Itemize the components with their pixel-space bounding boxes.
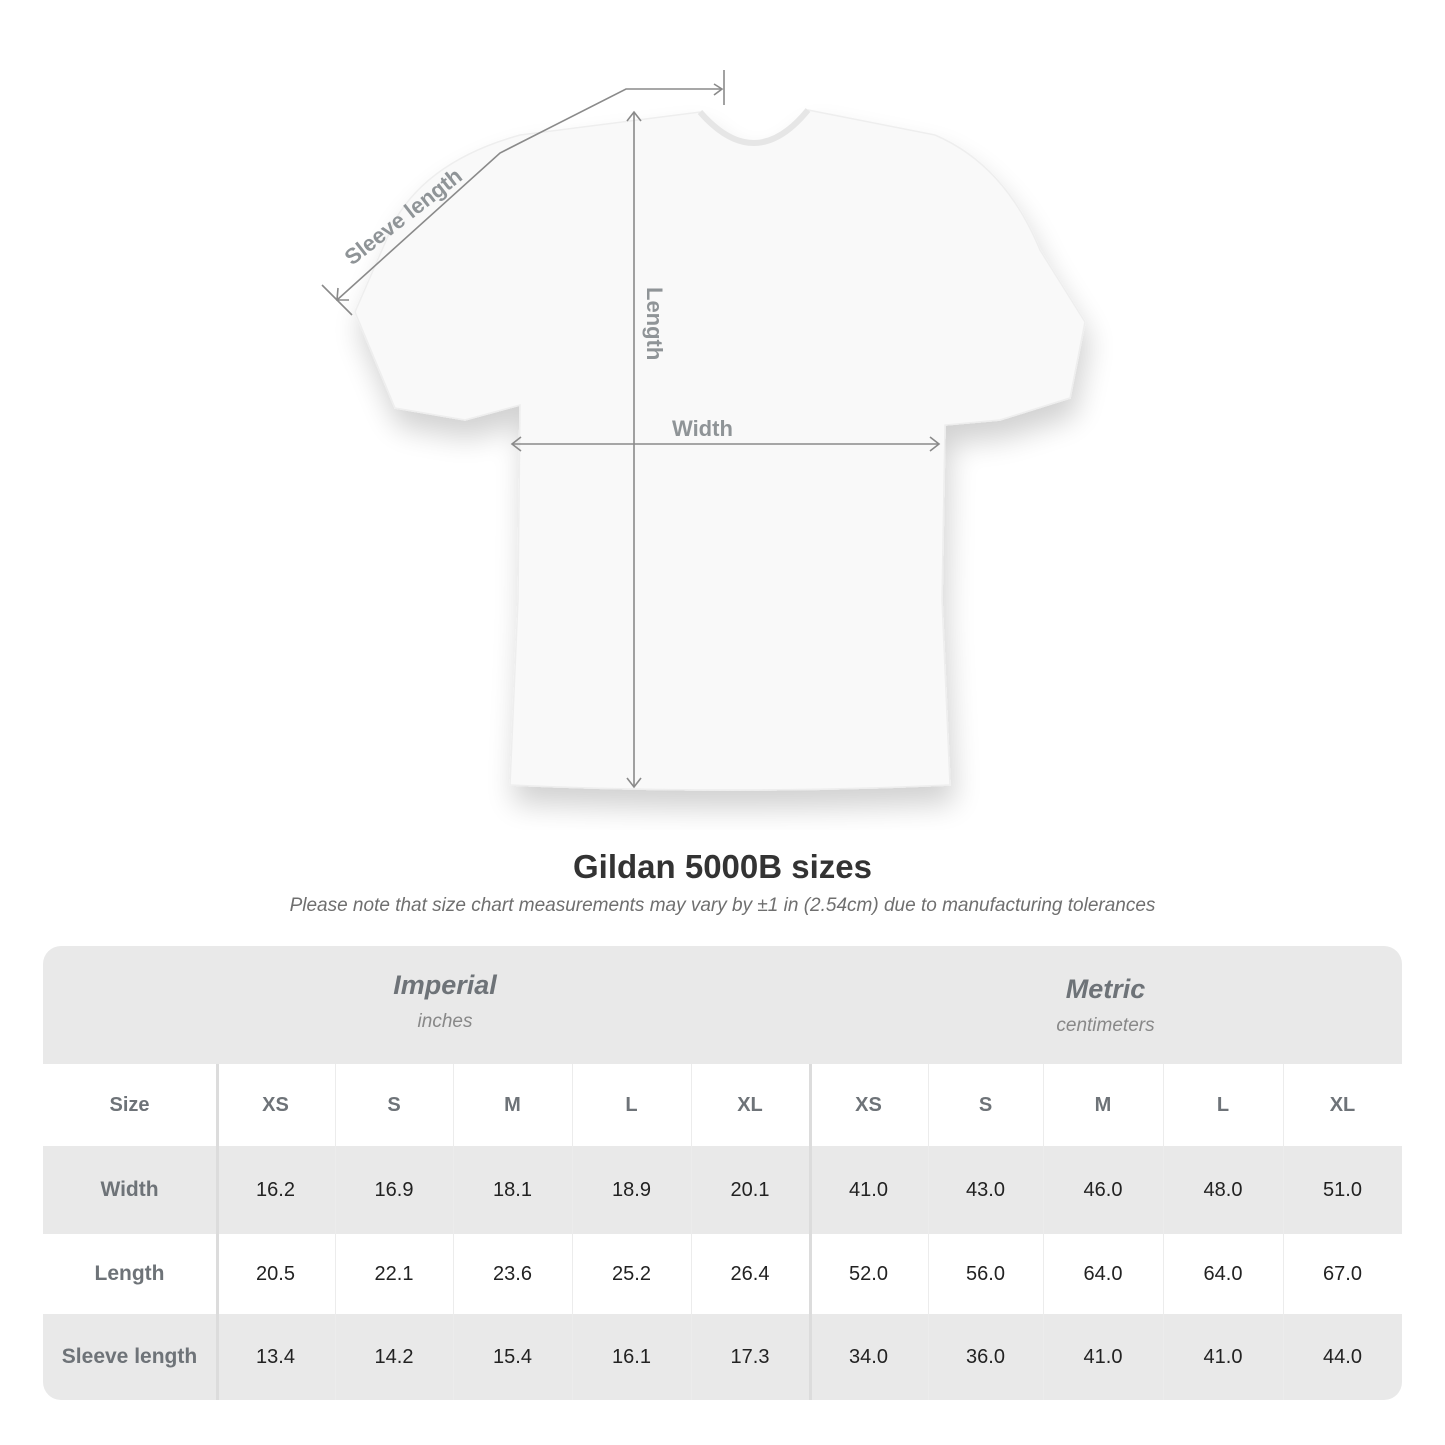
size-header: Size <box>109 1093 150 1116</box>
row-label: Width <box>100 1178 159 1201</box>
table-cell-imperial: 16.9 <box>374 1178 414 1201</box>
column-divider <box>453 1064 454 1400</box>
imperial-unit: inches <box>417 1011 473 1032</box>
column-divider <box>809 1064 812 1400</box>
table-cell-imperial: 14.2 <box>374 1345 414 1368</box>
measurement-lines <box>321 70 941 789</box>
table-cell-imperial: 20.5 <box>256 1262 295 1285</box>
table-cell-imperial: 25.2 <box>612 1262 651 1285</box>
header-band <box>43 946 1402 1064</box>
table-cell-imperial: 16.2 <box>256 1178 295 1201</box>
metric-size-l: L <box>1216 1093 1230 1116</box>
table-cell-imperial: 15.4 <box>493 1345 532 1368</box>
table-cell-metric: 43.0 <box>966 1178 1005 1201</box>
column-divider <box>1043 1064 1044 1400</box>
table-cell-imperial: 17.3 <box>730 1345 770 1368</box>
table-cell-imperial: 18.9 <box>612 1178 651 1201</box>
table-cell-imperial: 18.1 <box>493 1178 532 1201</box>
table-cell-metric: 34.0 <box>849 1345 888 1368</box>
imperial-header: Imperial inches <box>216 970 674 1033</box>
metric-unit: centimeters <box>1056 1015 1155 1036</box>
table-cell-metric: 52.0 <box>849 1262 888 1285</box>
table-cell-metric: 46.0 <box>1083 1178 1123 1201</box>
row-label: Length <box>94 1262 165 1285</box>
collar <box>697 108 811 146</box>
column-divider <box>1283 1064 1284 1400</box>
imperial-size-l: L <box>625 1093 638 1116</box>
table-cell-imperial: 22.1 <box>374 1262 414 1285</box>
imperial-size-xs: XS <box>262 1093 289 1116</box>
column-divider <box>928 1064 929 1400</box>
imperial-size-s: S <box>387 1093 401 1116</box>
metric-title: Metric <box>1065 974 1146 1004</box>
tolerance-note: Please note that size chart measurements… <box>289 895 1156 916</box>
table-cell-imperial: 23.6 <box>493 1262 532 1285</box>
size-table: Imperial inches Metric centimeters Size X… <box>43 946 1402 1400</box>
table-cell-imperial: 13.4 <box>256 1345 295 1368</box>
tshirt-measurement-diagram: Sleeve length Length Width <box>321 70 1086 791</box>
tshirt-image <box>354 109 1086 791</box>
table-cell-metric: 48.0 <box>1203 1178 1243 1201</box>
row-band-width <box>43 1146 1402 1234</box>
table-cell-metric: 64.0 <box>1203 1262 1243 1285</box>
column-divider <box>1163 1064 1164 1400</box>
table-cell-metric: 64.0 <box>1083 1262 1123 1285</box>
metric-size-xs: XS <box>855 1093 882 1116</box>
table-cell-metric: 36.0 <box>966 1345 1005 1368</box>
row-label: Sleeve length <box>61 1345 198 1368</box>
chart-title: Gildan 5000B sizes <box>573 848 872 885</box>
table-cell-metric: 41.0 <box>1083 1345 1123 1368</box>
table-cell-metric: 44.0 <box>1323 1345 1362 1368</box>
table-cell-metric: 51.0 <box>1323 1178 1362 1201</box>
column-divider <box>216 1064 219 1400</box>
width-label: Width <box>672 416 733 441</box>
metric-header: Metric centimeters <box>809 974 1402 1037</box>
table-cell-imperial: 20.1 <box>730 1178 770 1201</box>
metric-size-xl: XL <box>1329 1093 1356 1116</box>
table-cell-metric: 41.0 <box>1203 1345 1243 1368</box>
table-cell-metric: 67.0 <box>1323 1262 1362 1285</box>
table-cell-metric: 41.0 <box>849 1178 888 1201</box>
imperial-size-m: M <box>504 1093 521 1116</box>
column-divider <box>691 1064 692 1400</box>
sleeve-length-line <box>336 88 722 301</box>
imperial-size-xl: XL <box>737 1093 763 1116</box>
table-cell-imperial: 16.1 <box>612 1345 651 1368</box>
metric-size-m: M <box>1094 1093 1112 1116</box>
table-cell-imperial: 26.4 <box>730 1262 770 1285</box>
table-cell-metric: 56.0 <box>966 1262 1005 1285</box>
column-divider <box>572 1064 573 1400</box>
length-label: Length <box>642 287 667 360</box>
imperial-title: Imperial <box>393 970 497 1000</box>
row-band-sleeve <box>43 1314 1402 1400</box>
metric-size-s: S <box>978 1093 993 1116</box>
column-divider <box>335 1064 336 1400</box>
